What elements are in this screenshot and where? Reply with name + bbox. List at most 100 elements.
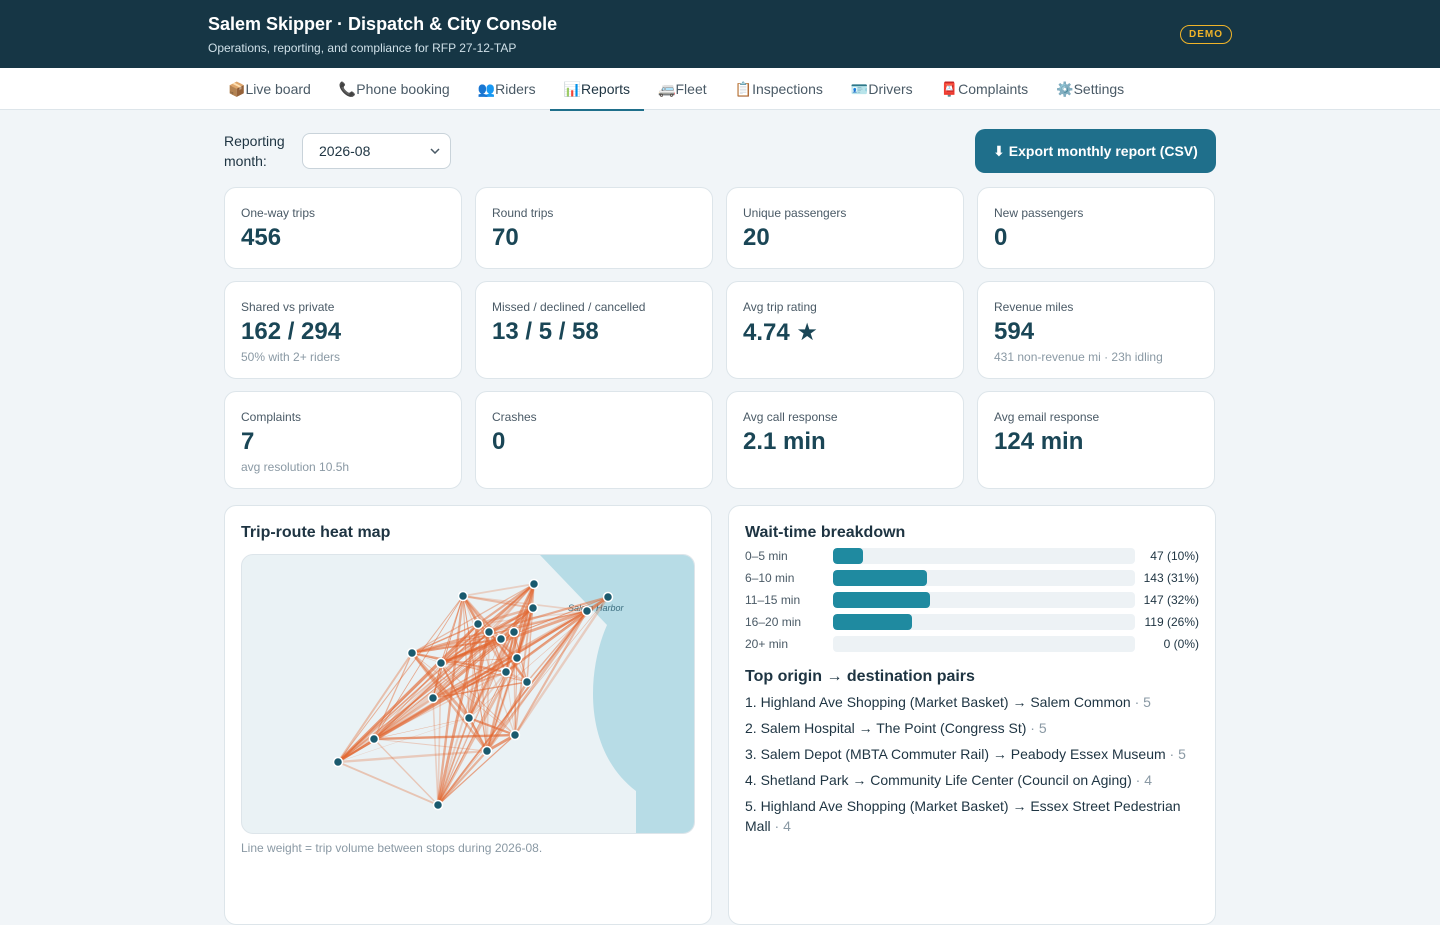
tab-live-board[interactable]: 📦 Live board [214,68,325,110]
route-line [513,596,610,736]
stop-marker[interactable] [521,676,533,688]
month-select[interactable]: 2026-08 [302,133,451,169]
stat-label: Crashes [492,410,537,424]
route-line [468,583,535,719]
wait-time-fill [833,614,912,630]
route-line [337,657,518,763]
route-line [477,606,534,626]
stop-marker[interactable] [435,657,447,669]
route-line [337,631,515,763]
pair-text: 3. Salem Depot (MBTA Commuter Rail) → Pe… [745,746,1166,762]
tab-drivers[interactable]: 🪪 Drivers [837,68,927,110]
tab-reports[interactable]: 📊 Reports [549,68,645,111]
top-pairs-title: Top origin → destination pairs [745,668,975,685]
route-line [477,623,507,673]
route-line [437,662,442,806]
stop-marker[interactable] [463,712,475,724]
tab-inspections[interactable]: 📋 Inspections [721,68,837,110]
stat-label: Avg email response [994,410,1100,424]
reports-content: Reporting month: 2026-08 ⬇ Export monthl… [224,111,1216,925]
route-line [437,631,490,806]
stop-marker[interactable] [432,799,444,811]
route-line [337,610,588,763]
route-line [337,761,439,806]
route-line [468,671,507,719]
stat-card: New passengers 0 [977,187,1215,269]
stat-value: 0 [994,224,1008,251]
route-line [486,733,516,753]
route-line [411,652,507,673]
route-heatmap[interactable]: Salem Harbor [241,554,695,834]
tab-fleet[interactable]: 🚐 Fleet [644,68,721,110]
stop-marker[interactable] [511,652,523,664]
stop-marker[interactable] [427,692,439,704]
heatmap-title: Trip-route heat map [241,524,391,541]
stop-marker[interactable] [483,626,495,638]
list-item: 2. Salem Hospital → The Point (Congress … [745,718,1199,738]
pair-count: · 4 [1131,772,1152,788]
tab-label: Phone booking [356,81,450,97]
pair-text: 5. Highland Ave Shopping (Market Basket)… [745,798,1181,834]
app-title: Salem Skipper · Dispatch & City Console [208,13,558,34]
stop-marker[interactable] [495,633,507,645]
stat-label: Complaints [241,410,302,424]
stat-label: Round trips [492,206,554,220]
wait-time-count: 47 (10%) [1150,549,1199,563]
tab-phone-booking[interactable]: 📞 Phone booking [325,68,464,110]
route-line [468,631,515,719]
route-line [337,738,375,763]
stop-marker[interactable] [457,590,469,602]
stop-marker[interactable] [509,729,521,741]
route-line [486,631,490,752]
route-line [432,657,518,699]
route-line [467,631,491,719]
stat-card: Revenue miles 594 431 non-revenue mi · 23h… [977,281,1215,379]
demo-badge: DEMO [1180,24,1232,44]
route-line [337,717,470,763]
report-controls: Reporting month: 2026-08 ⬇ Export monthl… [224,111,1216,187]
stat-sub: 50% with 2+ riders [241,350,341,364]
stat-value: 20 [743,224,770,251]
stop-marker[interactable] [602,591,614,603]
tab-complaints[interactable]: 📮 Complaints [927,68,1042,110]
stop-marker[interactable] [406,647,418,659]
stop-marker[interactable] [481,745,493,757]
stat-card: Unique passengers 20 [726,187,964,269]
route-line [337,631,490,763]
brand: Salem Skipper · Dispatch & City Console … [208,14,557,55]
wait-time-track [833,592,1135,608]
route-line [468,638,502,719]
list-item: 5. Highland Ave Shopping (Market Basket)… [745,796,1199,836]
stat-card: Avg call response 2.1 min [726,391,964,489]
postbox-icon: 📮 [940,80,959,97]
stop-marker[interactable] [500,666,512,678]
stat-value: 124 min [994,428,1084,455]
wait-time-row: 0–5 min 47 (10%) [745,548,1199,564]
stop-marker[interactable] [368,733,380,745]
stop-marker[interactable] [472,618,484,630]
export-csv-button[interactable]: ⬇ Export monthly report (CSV) [975,129,1216,173]
route-line [337,638,502,763]
route-line [337,749,488,764]
stat-value: 2.1 min [743,428,826,455]
stat-label: Avg trip rating [743,300,817,314]
stat-sub: avg resolution 10.5h [241,460,350,474]
wait-time-count: 0 (0%) [1163,637,1199,651]
tab-riders[interactable]: 👥 Riders [464,68,550,110]
wait-time-label: 16–20 min [745,615,802,629]
tab-settings[interactable]: ⚙️ Settings [1042,68,1138,110]
route-line [485,610,589,752]
stop-marker[interactable] [508,626,520,638]
route-line [462,595,534,609]
route-line [505,631,515,673]
wait-time-label: 20+ min [745,637,789,651]
stop-marker[interactable] [581,605,593,617]
route-line [436,623,480,806]
stop-marker[interactable] [528,578,540,590]
stop-marker[interactable] [332,756,344,768]
tab-label: Reports [581,81,631,97]
route-line [487,631,529,683]
stat-card: Missed / declined / cancelled 13 / 5 / 58 [475,281,713,379]
route-line [485,681,529,752]
stop-marker[interactable] [527,602,539,614]
